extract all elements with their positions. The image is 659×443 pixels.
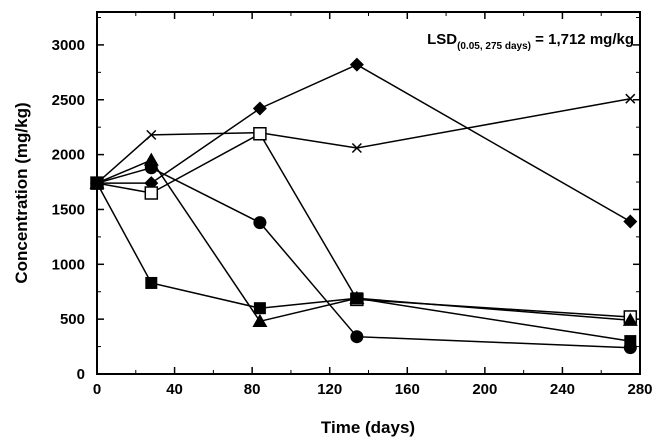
point-triangle-filled <box>252 313 268 327</box>
y-tick-label: 3000 <box>52 37 85 54</box>
x-axis-title: Time (days) <box>321 418 415 437</box>
series-lines <box>96 63 631 349</box>
point-diamond-filled <box>623 214 638 229</box>
y-axis-title: Concentration (mg/kg) <box>12 102 31 283</box>
y-tick-label: 500 <box>60 311 85 328</box>
point-x <box>625 93 636 104</box>
series-x-line <box>96 97 631 184</box>
x-tick-label: 280 <box>627 381 652 398</box>
point-square-open <box>144 186 159 200</box>
series-circle-filled-line <box>96 166 631 349</box>
point-circle-filled <box>253 216 267 230</box>
y-tick-label: 0 <box>77 366 85 383</box>
x-tick-label: 200 <box>472 381 497 398</box>
axis-ticks: 0 40 80 120 160 200 240 280 0 500 1000 1500 2000 2500… <box>52 12 653 398</box>
series-square-filled-line <box>96 182 631 342</box>
x-tick-label: 120 <box>317 381 342 398</box>
point-square-filled <box>253 302 266 315</box>
point-diamond-filled <box>252 101 267 116</box>
y-tick-label: 1500 <box>52 201 85 218</box>
point-square-filled <box>145 276 158 289</box>
point-square-filled <box>350 292 363 305</box>
point-square-filled <box>624 335 637 348</box>
lsd-annotation: LSD(0.05, 275 days) = 1,712 mg/kg <box>427 31 634 52</box>
point-square-filled <box>91 177 103 190</box>
lsd-annotation-prefix: LSD <box>427 31 457 48</box>
y-tick-label: 2500 <box>52 92 85 109</box>
point-x <box>351 142 362 154</box>
x-tick-label: 0 <box>93 381 101 398</box>
point-x <box>146 129 157 140</box>
lsd-annotation-subscript: (0.05, 275 days) <box>457 41 531 52</box>
plot-frame <box>96 11 641 375</box>
point-square-open <box>253 127 267 141</box>
point-triangle-filled <box>143 152 159 166</box>
point-circle-filled <box>350 330 364 344</box>
x-tick-label: 240 <box>550 381 575 398</box>
x-tick-label: 80 <box>244 381 261 398</box>
series-triangle-filled-line <box>96 159 631 323</box>
y-tick-label: 1000 <box>52 256 85 273</box>
x-tick-label: 160 <box>395 381 420 398</box>
y-tick-label: 2000 <box>52 147 85 164</box>
point-diamond-filled <box>349 57 364 72</box>
x-tick-label: 40 <box>166 381 183 398</box>
lsd-annotation-value: = 1,712 mg/kg <box>531 31 634 48</box>
point-triangle-filled <box>622 312 638 326</box>
series-markers <box>89 57 638 355</box>
